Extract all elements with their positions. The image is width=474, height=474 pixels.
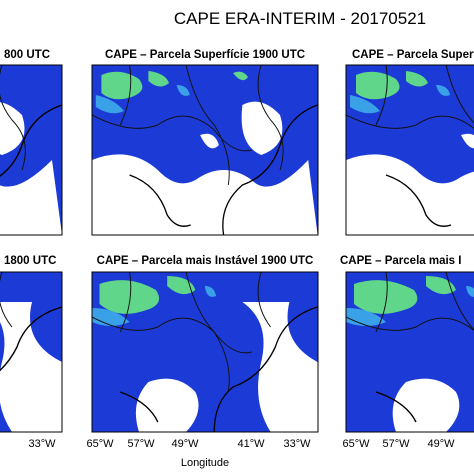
x-tick-label: 33°W	[28, 438, 56, 450]
panel-title: CAPE – Parcela Superf	[352, 49, 474, 61]
map-frame	[0, 271, 63, 433]
panel-title: CAPE – Parcela Superfície 1900 UTC	[105, 49, 305, 61]
map-frame	[0, 64, 63, 236]
map-panel	[0, 65, 62, 235]
panel-title: 1800 UTC	[4, 255, 56, 267]
panel-title: CAPE – Parcela mais I	[340, 255, 461, 267]
map-panel	[92, 65, 318, 235]
panel-title: CAPE – Parcela mais Instável 1900 UTC	[97, 255, 314, 267]
x-tick-label: 65°W	[342, 438, 370, 450]
map-panel	[92, 272, 318, 432]
x-tick-label: 49°W	[171, 438, 199, 450]
x-tick-label: 57°W	[127, 438, 155, 450]
map-frame	[91, 271, 319, 433]
x-tick-label: 33°W	[283, 438, 311, 450]
map-panel	[346, 272, 474, 432]
map-panel	[346, 65, 474, 235]
map-frame	[345, 271, 474, 433]
map-panel	[0, 272, 62, 432]
figure-title: CAPE ERA-INTERIM - 20170521	[174, 9, 426, 28]
map-frame	[345, 64, 474, 236]
x-tick-label: 57°W	[382, 438, 410, 450]
map-frame	[91, 64, 319, 236]
panel-title: 800 UTC	[4, 49, 50, 61]
x-tick-label: 49°W	[427, 438, 455, 450]
x-tick-label: 41°W	[237, 438, 265, 450]
x-axis-label: Longitude	[181, 457, 229, 469]
x-tick-label: 65°W	[86, 438, 114, 450]
